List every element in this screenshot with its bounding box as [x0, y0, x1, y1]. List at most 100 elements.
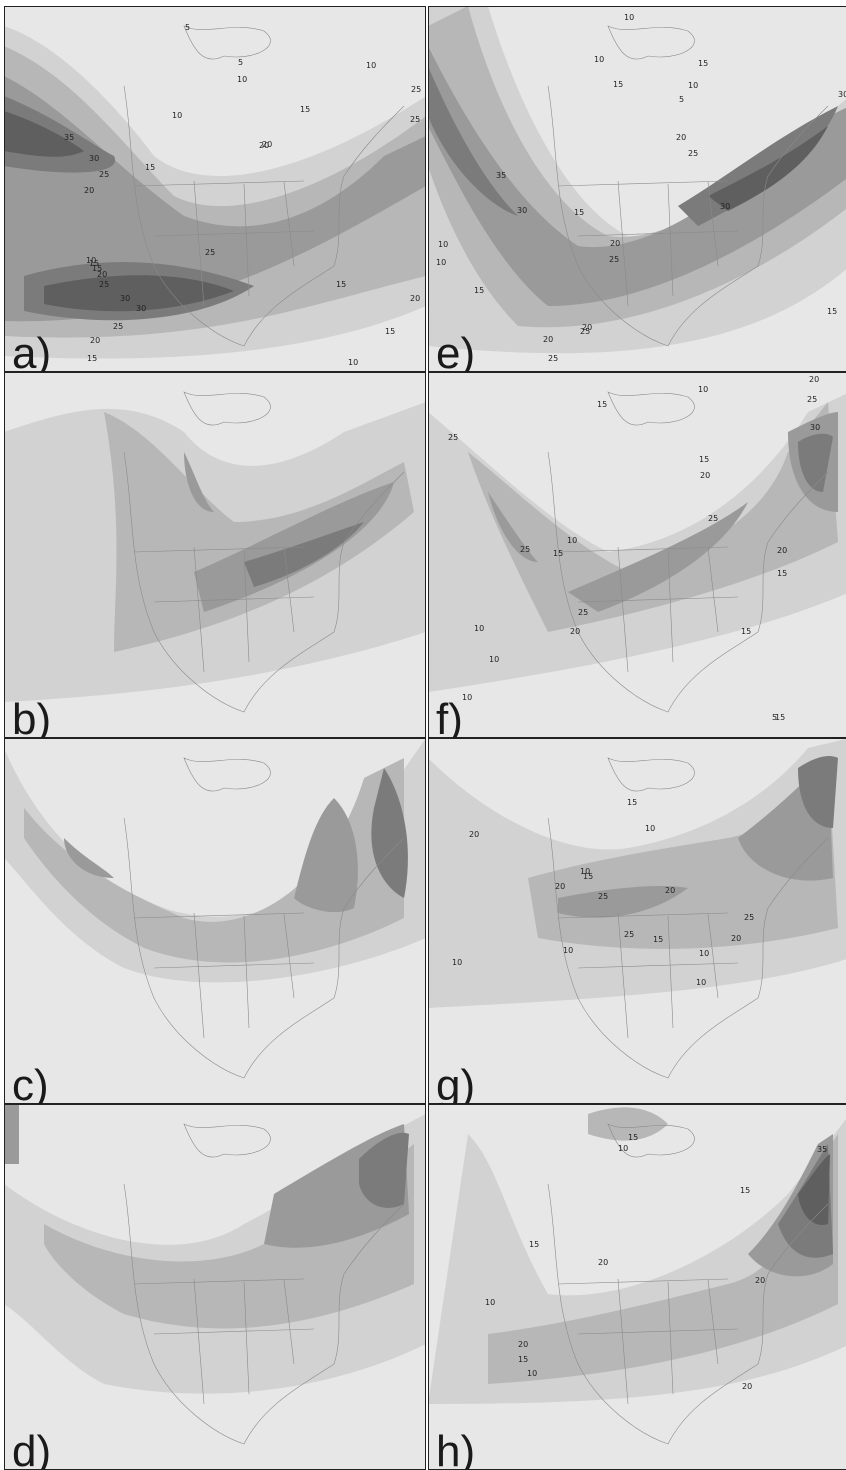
shaded-band-level-35 [708, 126, 828, 211]
contour-label: 10 [474, 624, 484, 633]
map-f-contours: 10 15 20 25 30 25 25 15 10 20 15 25 20 15 10 10 15 25 20 15… [428, 372, 846, 738]
contour-label: 15 [698, 59, 708, 68]
contour-label: 20 [410, 294, 420, 303]
contour-label: 10 [567, 536, 577, 545]
contour-label: 25 [113, 322, 123, 331]
contour-label: 15 [574, 208, 584, 217]
contour-label: 30 [89, 154, 99, 163]
panel-label-f: f) [436, 695, 463, 739]
contour-label: 5 [185, 23, 190, 32]
contour-label: 5 [238, 58, 243, 67]
contour-label: 20 [582, 323, 592, 332]
contour-label: 15 [653, 935, 663, 944]
panel-label-c: c) [12, 1061, 49, 1105]
map-outline [547, 1123, 829, 1445]
political-borders [557, 1278, 739, 1405]
contour-label: 15 [597, 400, 607, 409]
political-borders [133, 1278, 315, 1405]
contour-label: 15 [628, 1133, 638, 1142]
contour-label: 15 [145, 163, 155, 172]
contour-label: 25 [807, 395, 817, 404]
contour-label: 10 [696, 978, 706, 987]
contour-label: 20 [555, 882, 565, 891]
contour-label: 20 [570, 627, 580, 636]
shaded-band-level-25 [488, 412, 838, 612]
contour-label: 20 [665, 886, 675, 895]
coastline [547, 1183, 829, 1445]
contour-label: 25 [609, 255, 619, 264]
map-d-contours [4, 1104, 426, 1470]
map-outline [123, 391, 405, 713]
contour-label: 25 [598, 892, 608, 901]
shaded-band-level-30 [359, 1132, 409, 1208]
contour-label: 15 [777, 569, 787, 578]
contour-label: 15 [775, 713, 785, 722]
contour-label: 35 [496, 171, 506, 180]
map-outline [547, 391, 829, 713]
contour-label: 20 [90, 336, 100, 345]
contour-label: 25 [410, 115, 420, 124]
panel-frame [4, 738, 426, 1104]
contour-label: 20 [598, 1258, 608, 1267]
contour-label: 15 [336, 280, 346, 289]
contour-label: 10 [436, 258, 446, 267]
contour-label: 10 [452, 958, 462, 967]
contour-label: 15 [87, 354, 97, 363]
contour-label: 10 [624, 13, 634, 22]
contour-label: 10 [563, 946, 573, 955]
contour-label: 20 [97, 270, 107, 279]
contour-label: 10 [618, 1144, 628, 1153]
contour-label: 20 [777, 546, 787, 555]
contour-label: 10 [237, 75, 247, 84]
contour-label: 10 [485, 1298, 495, 1307]
contour-label: 20 [84, 186, 94, 195]
arctic-islands [607, 757, 695, 792]
panel-frame [428, 738, 846, 1104]
shaded-band-level-20 [44, 1144, 414, 1329]
map-outline [123, 1123, 405, 1445]
contour-label: 15 [827, 307, 837, 316]
map-panel-g: 15 10 20 10 15 20 25 20 25 25 20 10 15 10 10 10 g) [428, 738, 846, 1104]
contour-label: 25 [411, 85, 421, 94]
contour-label: 20 [755, 1276, 765, 1285]
map-b-contours [4, 372, 426, 738]
shaded-band-level-20 [104, 412, 414, 652]
arctic-islands [183, 391, 271, 426]
contour-label: 20 [610, 239, 620, 248]
panel-frame [428, 6, 846, 372]
map-a-contours: 5510101015152025353025201510152025303025… [4, 6, 426, 372]
arctic-islands [607, 1123, 695, 1158]
contour-label: 25 [205, 248, 215, 257]
map-panel-d: d) [4, 1104, 426, 1470]
coastline [123, 817, 405, 1079]
shaded-band-level-15 [428, 393, 846, 692]
contour-label: 25 [580, 327, 590, 336]
contour-label: 10 [462, 693, 472, 702]
panel-frame [428, 1104, 846, 1470]
map-outline [123, 757, 405, 1079]
contour-label: 15 [613, 80, 623, 89]
contour-label: 10 [594, 55, 604, 64]
shaded-band-level-30 [244, 522, 364, 587]
shaded-band-level-35 [4, 111, 234, 312]
contour-label: 25 [624, 930, 634, 939]
contour-label: 15 [583, 872, 593, 881]
shaded-band-level-20 [24, 758, 404, 963]
shaded-band-level-30 [798, 433, 833, 492]
contour-label: 15 [740, 1186, 750, 1195]
contour-label: 20 [518, 1340, 528, 1349]
contour-label: 25 [520, 545, 530, 554]
contour-label: 15 [699, 455, 709, 464]
panel-label-e: e) [436, 329, 476, 373]
arctic-islands [183, 1123, 271, 1158]
shaded-band-level-30 [798, 756, 838, 828]
map-outline [547, 25, 829, 347]
contour-label: 15 [474, 286, 484, 295]
contour-label: 25 [448, 433, 458, 442]
shaded-band-level-25 [558, 758, 833, 918]
panel-frame [4, 1104, 426, 1470]
contour-label: 10 [366, 61, 376, 70]
coastline [547, 817, 829, 1079]
contour-label: 10 [699, 949, 709, 958]
